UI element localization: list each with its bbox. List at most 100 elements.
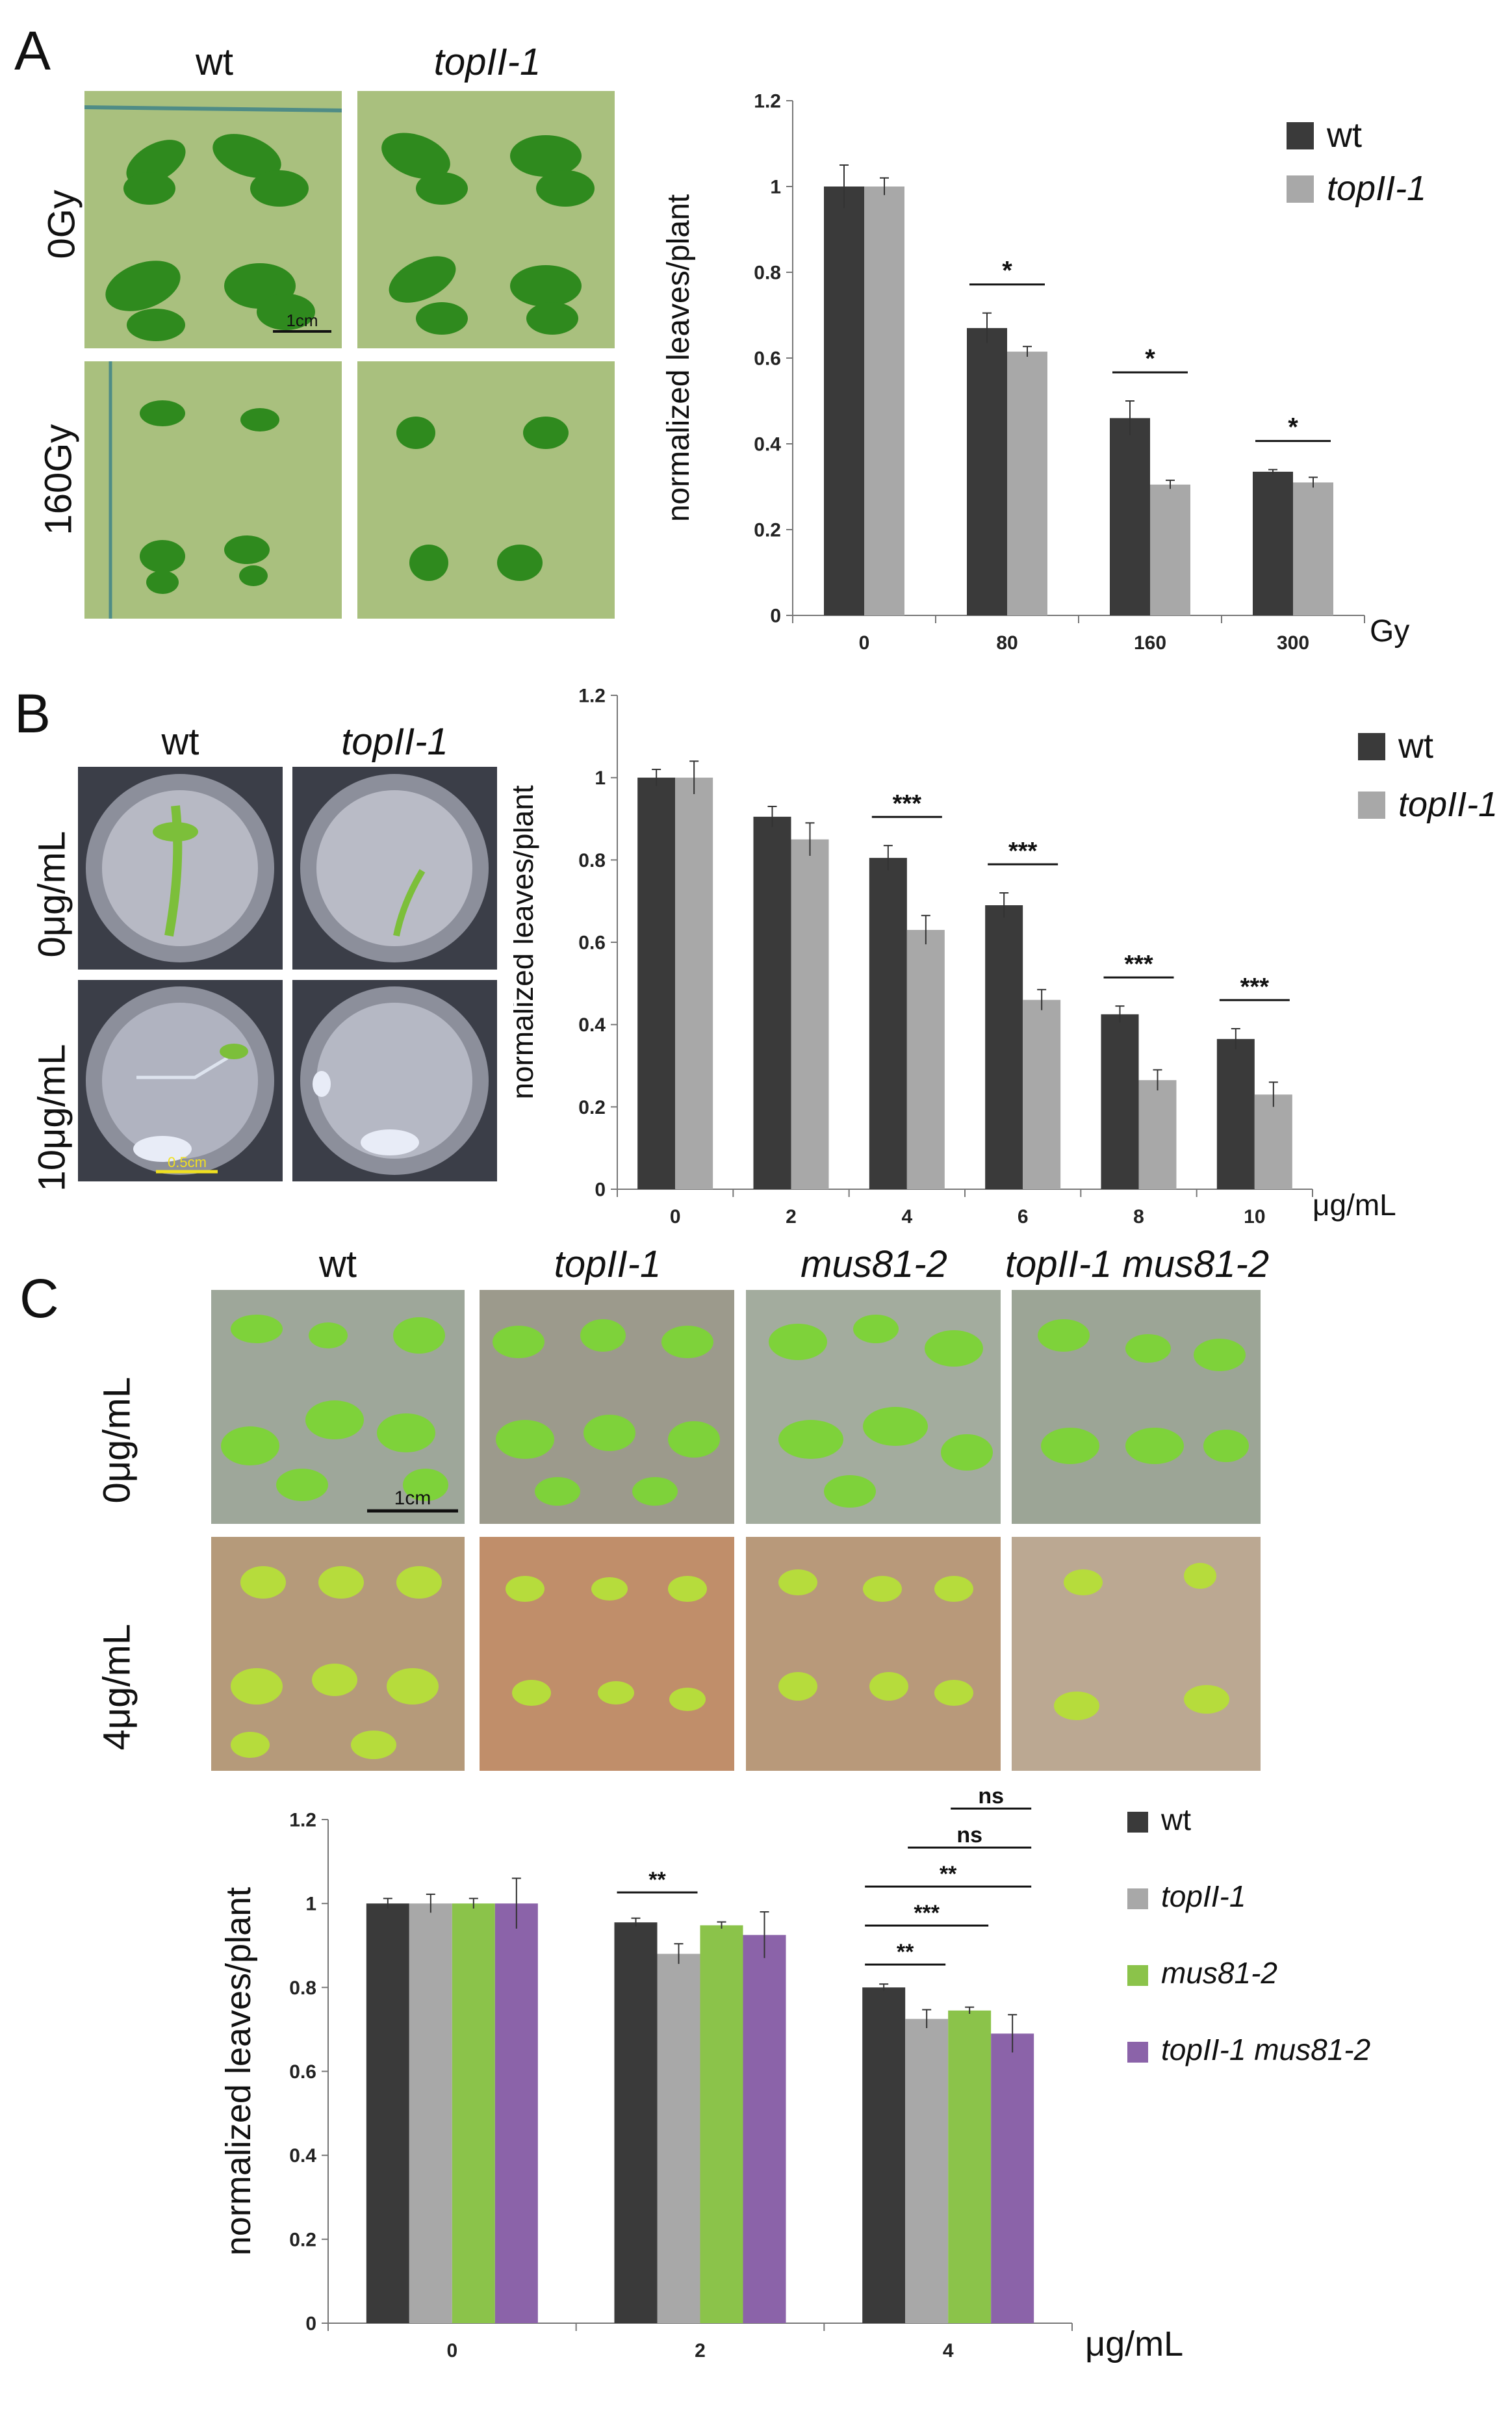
- bar: [864, 187, 904, 615]
- column-label-wt: wt: [161, 721, 199, 763]
- y-tick-label: 1.2: [754, 91, 781, 112]
- bar: [906, 930, 945, 1189]
- significance-label: ***: [1008, 838, 1038, 865]
- significance-label: *: [1145, 344, 1155, 373]
- legend-label: topII-1: [1398, 785, 1498, 824]
- significance-label: ***: [914, 1901, 940, 1925]
- legend-label: wt: [1160, 1803, 1191, 1836]
- bar: [1216, 1038, 1255, 1189]
- row-label-4ug: 4μg/mL: [96, 1623, 138, 1751]
- panel-letter-a: A: [14, 20, 51, 81]
- x-tick-label: 4: [901, 1206, 912, 1228]
- x-unit-label: μg/mL: [1085, 2324, 1183, 2363]
- y-tick-label: 0: [305, 2313, 316, 2335]
- x-tick-label: 2: [786, 1206, 797, 1228]
- significance-label: ns: [956, 1823, 982, 1847]
- significance-label: ***: [1240, 973, 1270, 1001]
- photo-b-wt-10: 0.5cm: [78, 980, 283, 1181]
- photo-c-double-4: [1012, 1537, 1261, 1771]
- significance-label: **: [940, 1862, 957, 1886]
- x-tick-label: 6: [1018, 1206, 1029, 1228]
- chart-c: 0 0.2 0.4 0.6 0.8 1 1.2 normalized leaves/plant…: [221, 1784, 1370, 2363]
- significance-label: ***: [1124, 951, 1153, 978]
- y-tick-label: 0.4: [289, 2145, 316, 2167]
- photo-b-topii-0: [292, 767, 497, 970]
- y-tick-label: 0: [595, 1179, 606, 1201]
- significance-label: *: [1288, 413, 1298, 442]
- photo-b-wt-0: [78, 767, 283, 970]
- bar: [791, 839, 829, 1189]
- bar: [869, 858, 907, 1189]
- bar: [1150, 484, 1190, 615]
- panel-letter-b: B: [14, 683, 51, 744]
- x-tick-label: 300: [1277, 632, 1309, 654]
- bar: [753, 816, 791, 1189]
- bar: [743, 1935, 786, 2323]
- bar: [675, 777, 713, 1189]
- legend-swatch: [1358, 792, 1385, 819]
- bar: [366, 1903, 409, 2323]
- bar: [637, 777, 676, 1189]
- row-label-10ug: 10μg/mL: [31, 1044, 73, 1192]
- y-tick-label: 0.8: [754, 263, 781, 284]
- y-tick-label: 1: [595, 767, 606, 789]
- legend-label: wt: [1326, 116, 1362, 155]
- seedling-image: [84, 361, 342, 619]
- row-label-160gy: 160Gy: [37, 424, 80, 535]
- x-tick-label: 10: [1244, 1206, 1265, 1228]
- seedling-image: 1cm: [84, 91, 342, 348]
- x-tick-label: 0: [446, 2340, 457, 2362]
- y-tick-label: 0.4: [578, 1014, 606, 1036]
- chart-a: 0 0.2 0.4 0.6 0.8 1 1.2 normalized leaves/plant…: [661, 91, 1426, 654]
- legend-swatch: [1127, 1965, 1148, 1986]
- legend-swatch: [1287, 122, 1314, 149]
- seedling-image: [480, 1290, 734, 1524]
- y-tick-label: 0.6: [754, 348, 781, 370]
- seedling-image: [357, 361, 615, 619]
- y-tick-label: 0: [770, 606, 781, 627]
- column-label-topii-1: topII-1: [433, 41, 541, 83]
- bar: [1007, 352, 1047, 615]
- y-tick-label: 1: [770, 177, 781, 198]
- x-tick-label: 8: [1133, 1206, 1144, 1228]
- bar: [614, 1922, 658, 2323]
- bar: [967, 328, 1007, 615]
- y-tick-label: 0.8: [289, 1977, 316, 1999]
- bar: [1101, 1014, 1139, 1189]
- y-tick-label: 0.2: [754, 520, 781, 541]
- seedling-image: 1cm: [211, 1290, 465, 1524]
- column-label-topii-1: topII-1: [554, 1243, 661, 1285]
- bar: [1253, 471, 1293, 615]
- seedling-image: [746, 1290, 1001, 1524]
- photo-c-topii-0: [480, 1290, 734, 1524]
- column-label-topii-1: topII-1: [341, 721, 448, 763]
- bar: [905, 2018, 949, 2323]
- bar: [824, 187, 864, 615]
- bar: [1138, 1080, 1177, 1189]
- legend-swatch: [1358, 733, 1385, 760]
- seedling-image: [480, 1537, 734, 1771]
- bar: [985, 905, 1023, 1189]
- legend-swatch: [1127, 2042, 1148, 2063]
- x-tick-label: 4: [943, 2340, 954, 2362]
- legend-label: topII-1 mus81-2: [1161, 2033, 1370, 2066]
- x-tick-label: 0: [670, 1206, 681, 1228]
- photo-c-wt-4: [211, 1537, 465, 1771]
- seedling-image: [211, 1537, 465, 1771]
- scale-bar-label: 1cm: [286, 311, 318, 330]
- y-axis-label: normalized leaves/plant: [513, 785, 539, 1099]
- bar: [452, 1903, 495, 2323]
- column-label-mus81-2: mus81-2: [801, 1243, 947, 1285]
- y-tick-label: 1.2: [578, 686, 606, 707]
- column-label-wt: wt: [319, 1243, 357, 1285]
- significance-label: ns: [978, 1784, 1004, 1809]
- photo-c-mus81-4: [746, 1537, 1001, 1771]
- y-tick-label: 0.6: [578, 933, 606, 954]
- legend-label: topII-1: [1327, 169, 1426, 208]
- x-tick-label: 80: [996, 632, 1018, 654]
- column-label-double: topII-1 mus81-2: [1005, 1243, 1270, 1285]
- scale-bar-label: 0.5cm: [168, 1154, 207, 1170]
- bar: [657, 1953, 700, 2323]
- x-tick-label: 2: [695, 2340, 706, 2362]
- chart-b: 0 0.2 0.4 0.6 0.8 1 1.2 normalized leaves/plant…: [513, 686, 1498, 1228]
